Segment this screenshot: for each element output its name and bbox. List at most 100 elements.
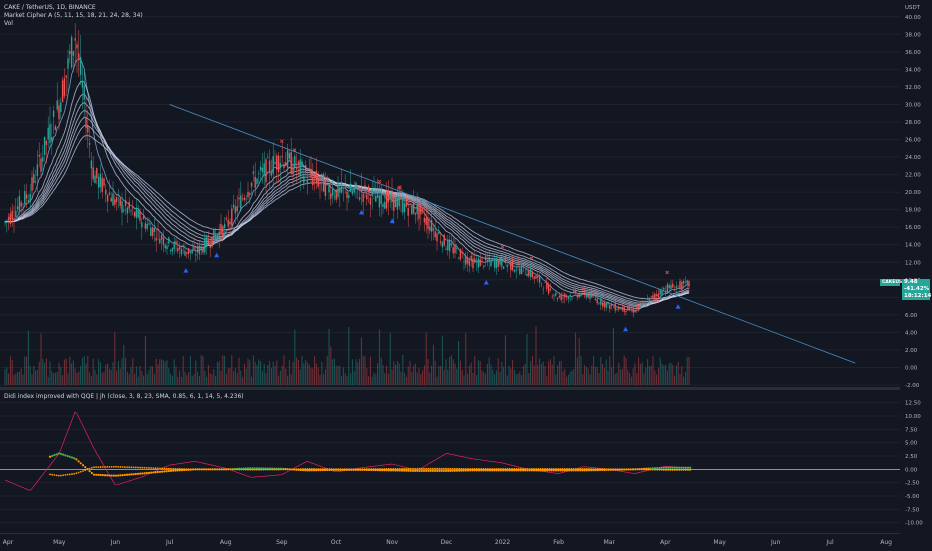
volume-bar xyxy=(562,371,564,385)
candle-body xyxy=(479,259,481,267)
candle-body xyxy=(630,309,633,310)
candle-body xyxy=(400,197,402,200)
qqe-dot xyxy=(405,469,408,472)
price-chart-pane[interactable]: 40.00 38.00 36.00 34.00 32.00 30.00 28.00 26.00… xyxy=(0,0,932,387)
qqe-dot xyxy=(675,466,679,469)
volume-bar xyxy=(265,372,267,385)
candle-body xyxy=(420,204,422,215)
oscillator-canvas[interactable]: 12.50 10.00 7.50 5.00 2.50 0.00 -2.50 -5.00 -7.5… xyxy=(0,390,932,533)
qqe-dot-secondary xyxy=(253,468,256,471)
volume-bar xyxy=(308,364,310,385)
candle-body xyxy=(249,192,251,195)
volume-bar xyxy=(17,372,19,385)
volume-bar xyxy=(260,361,262,385)
market-cipher-legend[interactable]: Market Cipher A (5, 11, 15, 18, 21, 24, … xyxy=(4,12,143,19)
candle-body xyxy=(200,246,202,251)
candle-body xyxy=(445,248,447,250)
candle-body xyxy=(40,158,42,172)
qqe-dot-secondary xyxy=(93,466,95,469)
volume-bar xyxy=(591,365,593,385)
price-chart-canvas[interactable]: 40.00 38.00 36.00 34.00 32.00 30.00 28.00 26.00… xyxy=(0,0,932,387)
candle-body xyxy=(146,223,148,229)
qqe-dot-secondary xyxy=(227,468,230,471)
qqe-dot-secondary xyxy=(506,468,509,470)
candle-body xyxy=(481,258,483,260)
candle-body xyxy=(153,228,156,232)
volume-bar xyxy=(474,355,476,385)
qqe-dot xyxy=(141,472,144,475)
volume-bar xyxy=(486,363,488,385)
candle-body xyxy=(560,294,562,300)
qqe-dot-secondary xyxy=(57,474,60,477)
time-axis[interactable]: Apr May Jun Jul Aug Sep Oct Nov Dec 2022 Feb Mar Apr… xyxy=(0,533,900,551)
qqe-dot xyxy=(664,466,668,469)
trend-line xyxy=(169,104,856,364)
qqe-dot-secondary xyxy=(161,467,164,470)
didi-legend[interactable]: Didi index improved with QQE | jh (close… xyxy=(4,393,244,401)
symbol-legend[interactable]: CAKE / TetherUS, 1D, BINANCE xyxy=(4,4,96,11)
osc-axis-label: -2.50 xyxy=(905,481,920,487)
volume-bar xyxy=(211,374,213,385)
qqe-dot xyxy=(466,469,470,472)
volume-bar xyxy=(629,372,631,385)
volume-bar xyxy=(306,362,308,385)
qqe-dot xyxy=(251,467,254,470)
qqe-dot xyxy=(112,474,115,477)
qqe-dot-secondary xyxy=(541,468,544,470)
qqe-dot xyxy=(99,473,102,477)
qqe-dot xyxy=(130,473,133,476)
qqe-dot-secondary xyxy=(249,468,252,471)
volume-bar xyxy=(528,373,530,385)
candle-body xyxy=(634,310,636,313)
candle-body xyxy=(274,161,276,164)
candle-body xyxy=(270,172,273,176)
volume-bar xyxy=(458,340,460,385)
candle-body xyxy=(108,192,111,195)
candle-body xyxy=(474,258,476,262)
qqe-dot-secondary xyxy=(260,468,263,471)
candle-body xyxy=(342,187,345,189)
volume-bar xyxy=(92,358,94,385)
qqe-dot xyxy=(554,469,558,472)
qqe-dot-secondary xyxy=(341,468,344,471)
qqe-dot xyxy=(68,455,71,458)
qqe-dot-secondary xyxy=(110,465,113,468)
volume-bar xyxy=(179,370,181,385)
qqe-dot xyxy=(521,469,525,472)
price-axis-label: 16.00 xyxy=(905,225,921,231)
qqe-dot-secondary xyxy=(372,468,375,470)
qqe-dot-secondary xyxy=(51,473,54,476)
qqe-dot xyxy=(128,473,131,476)
oscillator-pane[interactable]: 12.50 10.00 7.50 5.00 2.50 0.00 -2.50 -5.00 -7.5… xyxy=(0,390,932,533)
candle-body xyxy=(193,246,195,250)
candle-body xyxy=(632,307,634,313)
candle-body xyxy=(252,171,255,174)
pane-separator[interactable] xyxy=(0,387,900,390)
qqe-dot xyxy=(108,474,111,477)
volume-bar xyxy=(256,365,258,385)
volume-bar xyxy=(218,361,220,385)
candle-body xyxy=(202,248,204,253)
candle-body xyxy=(551,295,553,297)
volume-bar xyxy=(350,373,352,385)
volume-legend[interactable]: Vol xyxy=(4,20,13,27)
qqe-dot xyxy=(88,469,91,473)
candle-body xyxy=(571,297,573,299)
volume-bar xyxy=(337,365,339,385)
qqe-dot-secondary xyxy=(676,469,678,471)
qqe-dot-secondary xyxy=(86,468,89,471)
volume-bar xyxy=(90,376,92,385)
volume-bar xyxy=(209,373,211,385)
qqe-dot xyxy=(548,469,551,472)
candle-body xyxy=(186,252,188,254)
candle-body xyxy=(520,265,523,274)
qqe-dot-secondary xyxy=(625,468,628,471)
volume-bar xyxy=(213,369,215,385)
qqe-dot-secondary xyxy=(616,468,619,471)
candle-body xyxy=(475,260,478,263)
qqe-dot xyxy=(64,454,67,457)
candle-body xyxy=(204,238,206,253)
volume-bar xyxy=(652,356,654,385)
candle-body xyxy=(652,295,654,299)
qqe-dot xyxy=(579,469,582,472)
